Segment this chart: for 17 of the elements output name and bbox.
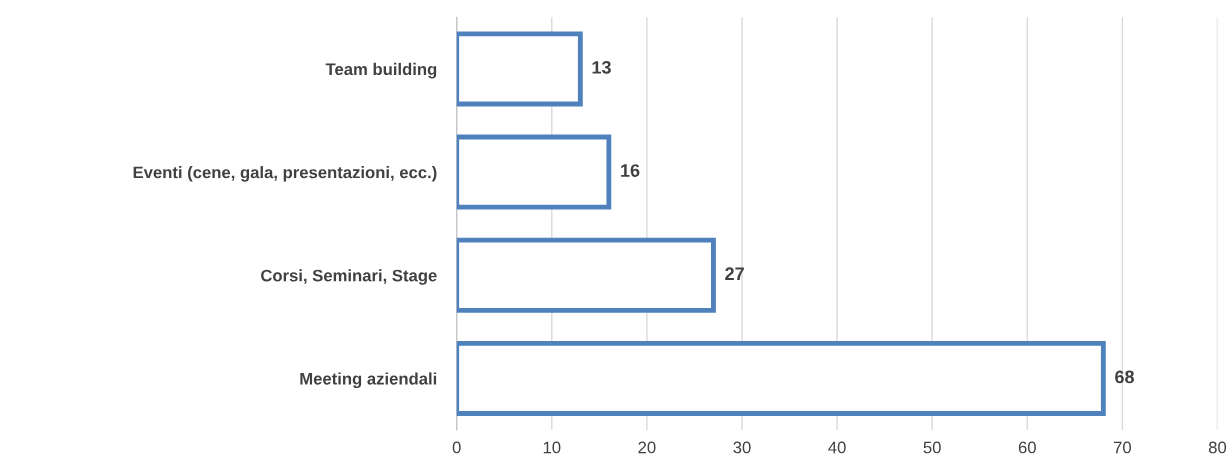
- x-tick-label: 30: [733, 441, 751, 454]
- data-label: 27: [725, 267, 744, 280]
- data-label: 13: [592, 60, 611, 74]
- y-tick-label: Corsi, Seminari, Stage: [261, 269, 437, 285]
- y-tick-label: Eventi (cene, gala, presentazioni, ecc.): [133, 166, 437, 182]
- data-label: 68: [1115, 370, 1134, 384]
- x-tick-label: 80: [1208, 441, 1227, 454]
- x-tick-label: 20: [638, 441, 656, 454]
- y-tick-label: Team building: [325, 62, 437, 79]
- x-tick-label: 70: [1113, 441, 1131, 454]
- data-label: 16: [621, 164, 640, 177]
- x-tick-label: 40: [828, 441, 846, 454]
- x-tick-label: 60: [1018, 441, 1036, 454]
- x-tick-label: 10: [543, 441, 561, 454]
- y-tick-label: Meeting aziendali: [300, 372, 437, 388]
- x-tick-label: 0: [452, 441, 461, 454]
- x-tick-label: 50: [923, 441, 941, 454]
